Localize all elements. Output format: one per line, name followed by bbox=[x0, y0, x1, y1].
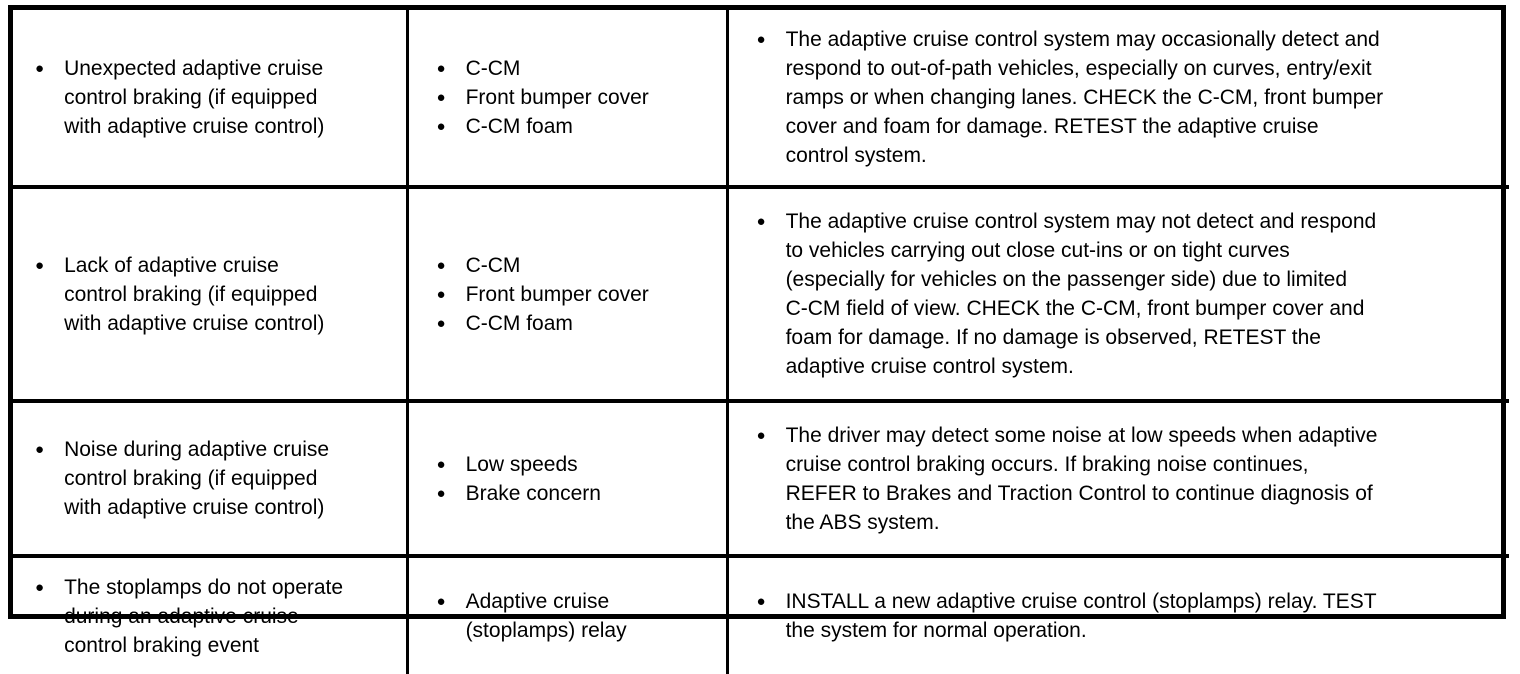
symptom-text: Unexpected adaptive cruise control braki… bbox=[64, 57, 325, 138]
bullet-icon: ● bbox=[756, 213, 766, 230]
source-text: Front bumper cover bbox=[465, 86, 649, 109]
source-text: C-CM foam bbox=[465, 115, 573, 138]
action-cell: ● INSTALL a new adaptive cruise control … bbox=[725, 554, 1509, 674]
bullet-icon: ● bbox=[35, 578, 45, 596]
symptom-chart-table: ● Unexpected adaptive cruise control bra… bbox=[13, 10, 1509, 674]
table-row: ● Unexpected adaptive cruise control bra… bbox=[13, 10, 1509, 187]
source-item: ● C-CM foam bbox=[437, 309, 718, 338]
symptom-text: The stoplamps do not operate during an a… bbox=[64, 575, 344, 657]
document-page: ● Unexpected adaptive cruise control bra… bbox=[8, 5, 1509, 674]
symptom-text: Lack of adaptive cruise control braking … bbox=[64, 253, 325, 335]
symptom-cell: ● The stoplamps do not operate during an… bbox=[13, 554, 407, 674]
sources-cell: ● Adaptive cruise (stoplamps) relay bbox=[405, 554, 727, 674]
source-item: ● Brake concern bbox=[437, 479, 718, 508]
symptom-item: ● Unexpected adaptive cruise control bra… bbox=[35, 54, 398, 141]
symptom-item: ● Noise during adaptive cruise control b… bbox=[35, 435, 398, 522]
symptom-cell: ● Lack of adaptive cruise control brakin… bbox=[13, 185, 407, 401]
action-cell: ● The driver may detect some noise at lo… bbox=[725, 399, 1509, 556]
source-item: ● Adaptive cruise (stoplamps) relay bbox=[437, 587, 718, 645]
action-text: INSTALL a new adaptive cruise control (s… bbox=[785, 590, 1377, 642]
source-text: C-CM bbox=[465, 253, 521, 277]
bullet-icon: ● bbox=[436, 118, 446, 135]
symptom-text: Noise during adaptive cruise control bra… bbox=[64, 438, 330, 519]
bullet-icon: ● bbox=[436, 593, 446, 610]
action-item: ● INSTALL a new adaptive cruise control … bbox=[757, 587, 1502, 645]
source-text: Brake concern bbox=[465, 481, 601, 505]
bullet-icon: ● bbox=[436, 60, 446, 77]
bullet-icon: ● bbox=[756, 426, 766, 444]
bullet-icon: ● bbox=[436, 484, 446, 502]
bullet-icon: ● bbox=[436, 314, 446, 332]
symptom-chart-frame: ● Unexpected adaptive cruise control bra… bbox=[8, 5, 1509, 674]
bullet-icon: ● bbox=[436, 285, 446, 303]
source-item: ● Front bumper cover bbox=[437, 280, 718, 309]
source-item: ● C-CM foam bbox=[437, 112, 718, 141]
source-text: Front bumper cover bbox=[465, 282, 649, 306]
action-cell: ● The adaptive cruise control system may… bbox=[725, 10, 1509, 187]
table-row: ● Lack of adaptive cruise control brakin… bbox=[13, 185, 1509, 401]
bullet-icon: ● bbox=[436, 455, 446, 473]
bullet-icon: ● bbox=[35, 256, 45, 274]
bullet-icon: ● bbox=[35, 60, 45, 77]
source-text: C-CM foam bbox=[465, 311, 573, 335]
source-item: ● Front bumper cover bbox=[437, 83, 718, 112]
symptom-cell: ● Noise during adaptive cruise control b… bbox=[13, 399, 407, 556]
action-text: The adaptive cruise control system may o… bbox=[785, 28, 1384, 167]
source-item: ● C-CM bbox=[437, 54, 718, 83]
action-item: ● The driver may detect some noise at lo… bbox=[757, 421, 1502, 537]
action-cell: ● The adaptive cruise control system may… bbox=[725, 185, 1509, 401]
bullet-icon: ● bbox=[436, 89, 446, 106]
action-item: ● The adaptive cruise control system may… bbox=[757, 207, 1502, 381]
bullet-icon: ● bbox=[35, 441, 45, 458]
sources-cell: ● C-CM ● Front bumper cover ● C-CM foam bbox=[405, 185, 727, 401]
action-item: ● The adaptive cruise control system may… bbox=[757, 25, 1502, 170]
action-text: The adaptive cruise control system may n… bbox=[785, 210, 1377, 378]
bullet-icon: ● bbox=[756, 593, 766, 610]
symptom-cell: ● Unexpected adaptive cruise control bra… bbox=[13, 10, 407, 187]
sources-cell: ● Low speeds ● Brake concern bbox=[405, 399, 727, 556]
action-text: The driver may detect some noise at low … bbox=[785, 423, 1378, 534]
bullet-icon: ● bbox=[436, 256, 446, 274]
source-item: ● Low speeds bbox=[437, 450, 718, 479]
source-text: C-CM bbox=[465, 57, 521, 80]
bullet-icon: ● bbox=[756, 31, 766, 48]
symptom-item: ● Lack of adaptive cruise control brakin… bbox=[35, 251, 398, 338]
source-text: Low speeds bbox=[465, 452, 578, 476]
source-text: Adaptive cruise (stoplamps) relay bbox=[465, 590, 627, 642]
symptom-item: ● The stoplamps do not operate during an… bbox=[35, 573, 398, 660]
table-row: ● The stoplamps do not operate during an… bbox=[13, 554, 1509, 674]
table-row: ● Noise during adaptive cruise control b… bbox=[13, 399, 1509, 556]
source-item: ● C-CM bbox=[437, 251, 718, 280]
sources-cell: ● C-CM ● Front bumper cover ● C-CM foam bbox=[405, 10, 727, 187]
